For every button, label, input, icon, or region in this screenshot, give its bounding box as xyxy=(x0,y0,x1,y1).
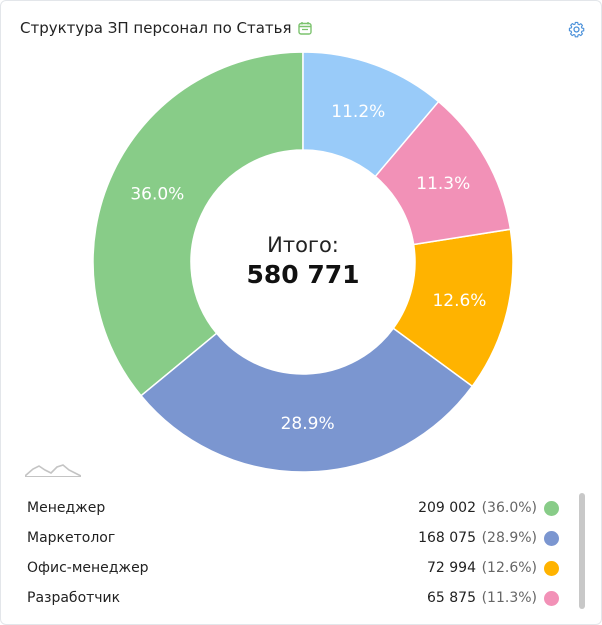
legend-item-color-dot xyxy=(544,561,559,576)
slice-percent-label: 11.2% xyxy=(331,102,385,122)
legend-item-name: Офис-менеджер xyxy=(27,560,149,576)
legend-item-percent: (12.6%) xyxy=(481,560,537,576)
legend-item-percent: (28.9%) xyxy=(481,530,537,546)
legend-scrollbar[interactable] xyxy=(579,493,585,609)
legend-item-color-dot xyxy=(544,501,559,516)
chart-type-icon[interactable] xyxy=(24,461,82,481)
legend-item-name: Маркетолог xyxy=(27,530,116,546)
chart-title: Структура ЗП персонал по Статья xyxy=(20,19,292,37)
legend-item[interactable]: Офис-менеджер 72 994 (12.6%) xyxy=(1,556,576,580)
donut-chart: 36.0% 28.9% 12.6% 11.3% 11.2% xyxy=(92,51,514,473)
legend-item[interactable]: Маркетолог 168 075 (28.9%) xyxy=(1,526,576,550)
slice-percent-label: 12.6% xyxy=(432,291,486,311)
legend-item-name: Разработчик xyxy=(27,590,121,606)
legend-item-percent: (36.0%) xyxy=(481,500,537,516)
center-label: Итого: xyxy=(267,233,339,257)
donut-slice[interactable] xyxy=(302,51,440,178)
donut-slice[interactable] xyxy=(92,51,304,397)
legend-item-name: Менеджер xyxy=(27,500,106,516)
slice-percent-label: 11.3% xyxy=(416,174,470,194)
slice-percent-label: 28.9% xyxy=(281,414,335,434)
gear-icon[interactable] xyxy=(568,21,585,38)
legend-item-value: 168 075 xyxy=(418,530,476,546)
donut-slice[interactable] xyxy=(140,327,474,473)
legend-item-value: 209 002 xyxy=(418,500,476,516)
legend-item[interactable]: Менеджер 209 002 (36.0%) xyxy=(1,496,576,520)
chart-header: Структура ЗП персонал по Статья xyxy=(20,19,312,37)
legend-item-color-dot xyxy=(544,531,559,546)
legend-item-percent: (11.3%) xyxy=(481,590,537,606)
legend-item-color-dot xyxy=(544,591,559,606)
legend-item-value: 65 875 xyxy=(427,590,476,606)
slice-percent-label: 36.0% xyxy=(130,184,184,204)
calendar-icon[interactable] xyxy=(297,21,312,35)
center-total-value: 580 771 xyxy=(246,260,360,289)
legend-item[interactable]: Разработчик 65 875 (11.3%) xyxy=(1,586,576,610)
legend: Менеджер 209 002 (36.0%) Маркетолог 168 … xyxy=(1,491,576,611)
legend-item-value: 72 994 xyxy=(427,560,476,576)
